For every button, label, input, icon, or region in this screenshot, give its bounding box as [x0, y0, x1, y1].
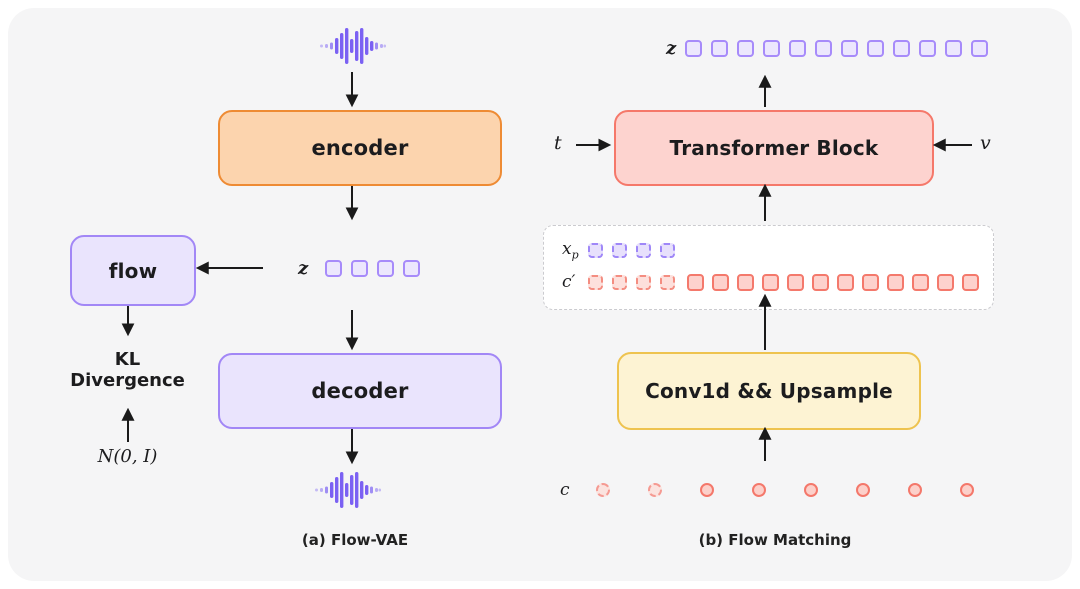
encoder-box: encoder: [218, 110, 502, 186]
z-token: [737, 39, 755, 57]
xp-token: [660, 242, 675, 258]
xp-tokens: [588, 242, 675, 258]
flow-box: flow: [70, 235, 196, 306]
z-token: [945, 39, 963, 57]
concat-tokens-container: [543, 225, 994, 310]
latent-z-row-a: z: [298, 257, 421, 279]
audio-waveform-icon: [315, 472, 381, 508]
normal-distribution-label: N(0, I): [97, 446, 158, 467]
cprime-token: [962, 273, 979, 291]
c-token: [804, 483, 818, 497]
z-tokens-b: [685, 39, 989, 57]
xp-subscript: p: [571, 248, 579, 262]
decoder-box: decoder: [218, 353, 502, 429]
cprime-token: [862, 273, 879, 291]
caption-flow-vae: (a) Flow-VAE: [301, 531, 409, 549]
z-token: [919, 39, 937, 57]
z-token: [763, 39, 781, 57]
xp-token: [588, 242, 603, 258]
c-token: [960, 483, 974, 497]
xp-token: [636, 242, 651, 258]
kl-divergence-label: KL Divergence: [55, 349, 200, 391]
caption-flow-matching: (b) Flow Matching: [698, 531, 852, 549]
cprime-token: [812, 273, 829, 291]
audio-waveform-icon: [320, 28, 386, 64]
z-token: [841, 39, 859, 57]
z-token: [867, 39, 885, 57]
conv1d-upsample-label: Conv1d && Upsample: [645, 379, 893, 403]
z-token: [789, 39, 807, 57]
z-label-b: z: [666, 37, 677, 59]
xp-base: x: [562, 238, 572, 259]
z-token: [377, 259, 395, 277]
flow-label: flow: [108, 258, 158, 283]
z-token: [685, 39, 703, 57]
cprime-token: [762, 273, 779, 291]
z-token: [351, 259, 369, 277]
c-token: [700, 483, 714, 497]
transformer-block-label: Transformer Block: [669, 136, 879, 160]
c-dashed-token: [648, 483, 662, 497]
c-solid-tokens: [700, 483, 974, 497]
cprime-label: c′: [562, 272, 576, 292]
cprime-solid-tokens: [687, 273, 979, 291]
c-token: [908, 483, 922, 497]
z-token: [325, 259, 343, 277]
z-token: [971, 39, 989, 57]
c-dashed-token: [596, 483, 610, 497]
cprime-dashed-token: [636, 274, 651, 290]
cprime-token: [937, 273, 954, 291]
cprime-token: [737, 273, 754, 291]
z-token: [711, 39, 729, 57]
latent-z-row-b: z: [666, 37, 989, 59]
kl-line2: Divergence: [70, 370, 185, 391]
cprime-token: [887, 273, 904, 291]
c-dashed-tokens: [596, 483, 662, 497]
xp-label: xp: [562, 239, 588, 261]
encoder-label: encoder: [311, 136, 409, 160]
z-token: [815, 39, 833, 57]
cprime-dashed-tokens: [588, 274, 675, 290]
transformer-block-box: Transformer Block: [614, 110, 934, 186]
xp-token-row: xp: [562, 239, 675, 261]
conv1d-upsample-box: Conv1d && Upsample: [617, 352, 921, 430]
t-label: t: [554, 132, 562, 154]
condition-c-row: c: [560, 480, 974, 500]
z-token: [893, 39, 911, 57]
v-label: v: [980, 132, 991, 154]
c-token: [856, 483, 870, 497]
c-label: c: [560, 480, 570, 500]
cprime-token: [712, 273, 729, 291]
z-token: [403, 259, 421, 277]
xp-token: [612, 242, 627, 258]
cprime-token: [787, 273, 804, 291]
cprime-token: [837, 273, 854, 291]
z-label-a: z: [298, 257, 309, 279]
cprime-token: [912, 273, 929, 291]
cprime-token: [687, 273, 704, 291]
decoder-label: decoder: [311, 379, 409, 403]
z-tokens-a: [325, 259, 421, 277]
cprime-dashed-token: [588, 274, 603, 290]
cprime-token-row: c′: [562, 272, 979, 292]
cprime-dashed-token: [660, 274, 675, 290]
c-token: [752, 483, 766, 497]
kl-line1: KL: [114, 349, 141, 370]
cprime-dashed-token: [612, 274, 627, 290]
